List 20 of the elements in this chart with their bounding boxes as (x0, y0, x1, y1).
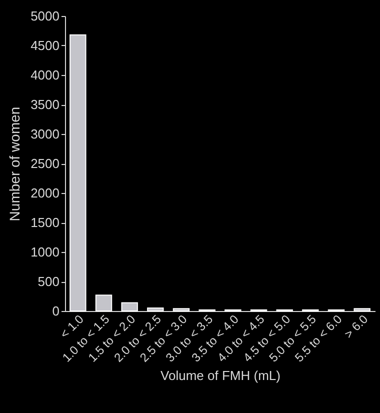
y-tick-label: 2000 (30, 186, 60, 200)
y-tick-label: 5000 (30, 8, 60, 24)
y-tick-label: 0 (52, 304, 60, 318)
bar (354, 308, 370, 312)
y-tick-label: 2500 (30, 156, 60, 171)
y-tick-label: 1000 (30, 244, 60, 260)
y-tick-label: 4000 (30, 68, 60, 82)
bar (121, 302, 138, 312)
y-tick-label: 3000 (30, 126, 60, 142)
bar (147, 308, 164, 312)
y-tick-label: 3500 (30, 97, 60, 112)
bar (95, 294, 112, 312)
y-tick-label: 1500 (30, 215, 60, 230)
x-axis-title: Volume of FMH (mL) (160, 368, 280, 383)
y-axis-title: Number of women (6, 106, 23, 222)
bar (172, 308, 190, 312)
x-tick-label: > 6.0 (342, 312, 371, 342)
y-tick-label: 4500 (30, 38, 60, 53)
y-tick-label: 500 (38, 274, 60, 289)
bar (70, 34, 86, 312)
